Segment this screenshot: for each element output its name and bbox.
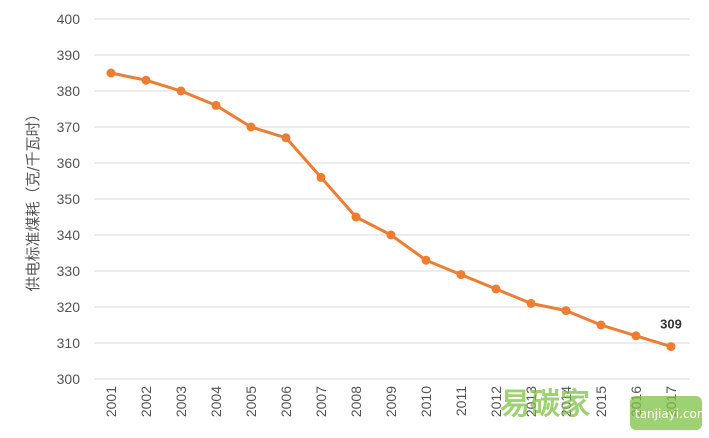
data-point-2007	[316, 172, 326, 182]
data-point-2013	[526, 298, 536, 308]
data-labels: 309	[660, 317, 682, 332]
data-point-2016	[631, 331, 641, 341]
watermark-logo: 易碳家 tanjiayi.com	[500, 387, 709, 430]
x-tick-label: 2002	[138, 386, 154, 417]
x-tick-label: 2003	[173, 386, 189, 417]
data-point-2014	[561, 306, 571, 316]
watermark-badge	[630, 396, 702, 430]
series-line	[109, 71, 673, 349]
y-tick-label: 330	[57, 263, 81, 279]
y-tick-label: 400	[57, 11, 81, 27]
y-tick-label: 320	[57, 299, 81, 315]
series-line-layer	[106, 68, 676, 352]
y-tick-label: 370	[57, 119, 81, 135]
x-tick-label: 2007	[313, 386, 329, 417]
x-tick-label: 2013	[523, 386, 539, 417]
x-tick-label: 2006	[278, 386, 294, 417]
y-tick-label: 390	[57, 47, 81, 63]
data-point-2011	[456, 270, 466, 280]
data-point-2015	[596, 320, 606, 330]
watermark-site-text: tanjiayi.com	[635, 407, 709, 421]
x-tick-label: 2008	[348, 386, 364, 417]
x-axis-ticks: 2001 2002 2003 2004 2005 2006 2007 2008 2009 2010…	[103, 386, 679, 417]
x-tick-label: 2011	[453, 386, 469, 416]
x-tick-label: 2004	[208, 386, 224, 417]
x-tick-label: 2014	[558, 386, 574, 417]
data-point-2006	[281, 133, 291, 143]
data-point-2005	[246, 122, 256, 132]
data-point-2012	[491, 284, 501, 294]
y-tick-label: 360	[57, 155, 81, 171]
y-axis-ticks: 300 310 320 330 340 350 360 370 380 390 400	[57, 11, 81, 387]
data-point-2010	[421, 255, 431, 265]
data-point-2002	[141, 75, 151, 85]
data-point-2003	[176, 86, 186, 96]
data-point-2009	[386, 230, 396, 240]
x-tick-label: 2001	[103, 386, 119, 417]
data-point-2004	[211, 100, 221, 110]
y-tick-label: 380	[57, 83, 81, 99]
y-tick-label: 300	[57, 371, 81, 387]
data-point-2008	[351, 212, 361, 222]
y-axis-label: 供电标准煤耗（克/千瓦时）	[24, 106, 42, 291]
x-tick-label: 2010	[418, 386, 434, 417]
x-tick-label: 2012	[488, 386, 504, 417]
x-tick-label: 2015	[593, 386, 609, 417]
x-tick-label: 2005	[243, 386, 259, 417]
data-point-2001	[106, 68, 116, 78]
data-label: 309	[660, 317, 682, 332]
y-tick-label: 310	[57, 335, 81, 351]
watermark-brand-text: 易碳家	[500, 387, 590, 422]
y-tick-label: 340	[57, 227, 81, 243]
y-tick-label: 350	[57, 191, 81, 207]
data-point-2017	[666, 342, 676, 352]
x-tick-label: 2009	[383, 386, 399, 417]
